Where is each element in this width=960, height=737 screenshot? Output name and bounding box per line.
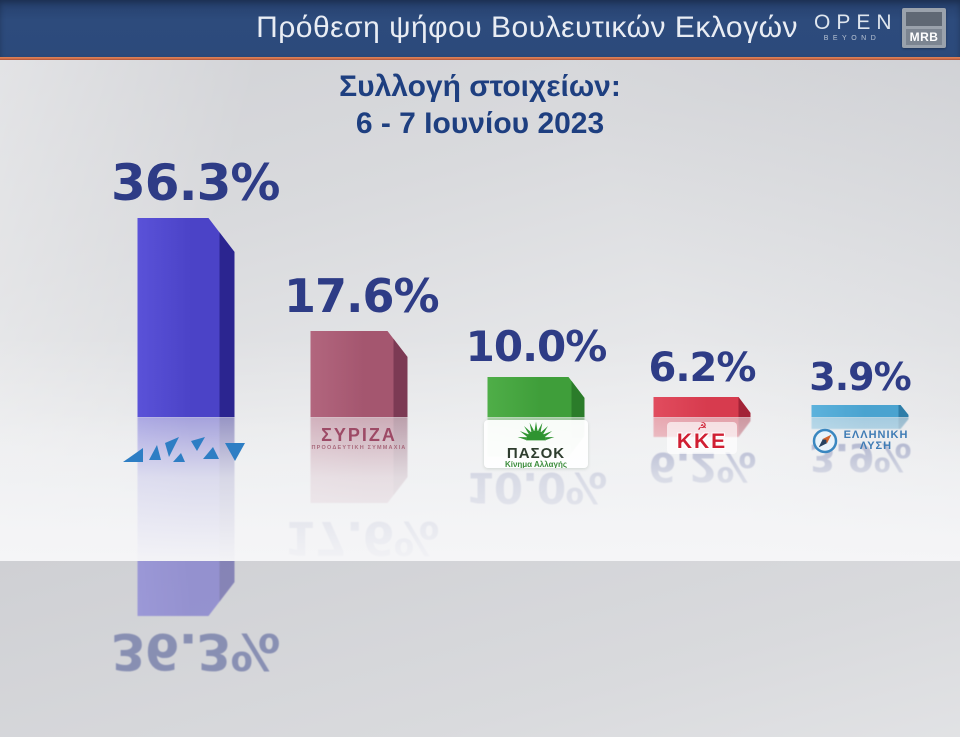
pasok-logo-subtext: Κίνημα Αλλαγής: [504, 460, 568, 468]
accent-divider: [0, 57, 960, 60]
bar-side-face: [572, 377, 585, 417]
mrb-logo-text: MRB: [906, 29, 942, 45]
party-column: 36.3% 36.3%: [111, 97, 280, 680]
nd-triangles-icon: [123, 437, 245, 462]
bar-stack: 17.6%: [284, 417, 439, 737]
syriza-logo: ΣΥΡΙΖΑ ΠΡΟΟΔΕΥΤΙΚΗ ΣΥΜΜΑΧΙΑ: [312, 426, 407, 451]
poll-bar-chart: 36.3% 36.3%: [111, 97, 935, 680]
compass-icon: [812, 428, 837, 454]
bar-side-face: [220, 218, 235, 417]
syriza-logo-subtext: ΠΡΟΟΔΕΥΤΙΚΗ ΣΥΜΜΑΧΙΑ: [311, 445, 407, 451]
header-bar: Πρόθεση ψήφου Βουλευτικών Εκλογών OPEN B…: [0, 0, 960, 57]
bar-side-face: [394, 331, 408, 417]
bar-stack: 3.9%: [785, 417, 935, 737]
bar-side-face: [899, 405, 909, 417]
bar: [488, 377, 585, 417]
bar: [311, 331, 408, 417]
bar-stack: 6.2%: [627, 97, 777, 417]
kke-logo: ☭ ΚΚΕ: [666, 422, 738, 454]
bar: [654, 397, 751, 417]
bar: [138, 218, 235, 417]
bar-side-face: [739, 397, 751, 417]
bar: [812, 405, 909, 417]
subtitle-line1: Συλλογή στοιχείων:: [339, 70, 621, 103]
bar-stack: 17.6%: [284, 97, 440, 417]
percent-label: 3.9%: [809, 355, 911, 399]
subtitle-line2: 6 - 7 Ιουνίου 2023: [355, 107, 605, 140]
subtitle: Συλλογή στοιχείων: 6 - 7 Ιουνίου 2023: [0, 68, 960, 142]
open-logo-subtext: BEYOND: [823, 35, 881, 42]
party-column: 17.6% ΣΥΡΙΖΑ ΠΡΟΟΔΕΥΤΙΚΗ ΣΥΜΜΑΧΙΑ 17.6%: [284, 97, 440, 565]
pasok-logo: ΠΑΣΟΚ Κίνημα Αλλαγής: [484, 420, 588, 468]
page-title: Πρόθεση ψήφου Βουλευτικών Εκλογών: [256, 11, 798, 44]
party-logo: ΠΑΣΟΚ Κίνημα Αλλαγής: [461, 419, 611, 468]
mrb-pollster-logo: MRB: [902, 8, 946, 48]
bar-stack: 3.9%: [785, 97, 935, 417]
party-logo: ΕΛΛΗΝΙΚΗ ΛΥΣΗ: [785, 419, 935, 454]
party-column: 3.9% ΕΛΛΗΝΙΚΗ Λ: [785, 97, 935, 561]
elliniki-lysi-text: ΕΛΛΗΝΙΚΗ ΛΥΣΗ: [844, 430, 909, 452]
elliniki-line2: ΛΥΣΗ: [859, 440, 893, 452]
syriza-logo-text: ΣΥΡΙΖΑ: [321, 425, 397, 445]
party-column: 10.0% ΠΑΣΟ: [461, 97, 611, 561]
kke-logo-text: ΚΚΕ: [676, 430, 728, 453]
percent-label: 36.3%: [111, 154, 280, 212]
mrb-logo-bar: [906, 12, 942, 26]
party-logo: ☭ ΚΚΕ: [627, 419, 777, 454]
open-logo-text: OPEN: [814, 11, 898, 34]
elliniki-lysi-logo: ΕΛΛΗΝΙΚΗ ΛΥΣΗ: [812, 428, 909, 454]
party-logo: ΣΥΡΙΖΑ ΠΡΟΟΔΕΥΤΙΚΗ ΣΥΜΜΑΧΙΑ: [284, 419, 434, 451]
percent-label: 17.6%: [284, 269, 440, 323]
party-column: 6.2% ☭ ΚΚΕ 6.2%: [627, 97, 777, 561]
bar-stack: 10.0%: [461, 97, 611, 417]
bar-stack: 36.3%: [111, 97, 280, 417]
percent-label: 36.3%: [111, 622, 280, 680]
percent-label: 6.2%: [648, 345, 757, 391]
percent-label: 10.0%: [465, 322, 608, 371]
bar-stack: 36.3%: [111, 417, 280, 737]
percent-label: 10.0%: [465, 463, 607, 512]
pasok-sun-icon: [517, 421, 555, 441]
pasok-logo-text: ΠΑΣΟΚ: [506, 445, 566, 462]
bar-stack: 6.2%: [627, 417, 777, 737]
party-logo: [111, 419, 261, 465]
open-channel-logo: OPEN BEYOND: [814, 11, 898, 42]
percent-label: 17.6%: [284, 511, 439, 565]
